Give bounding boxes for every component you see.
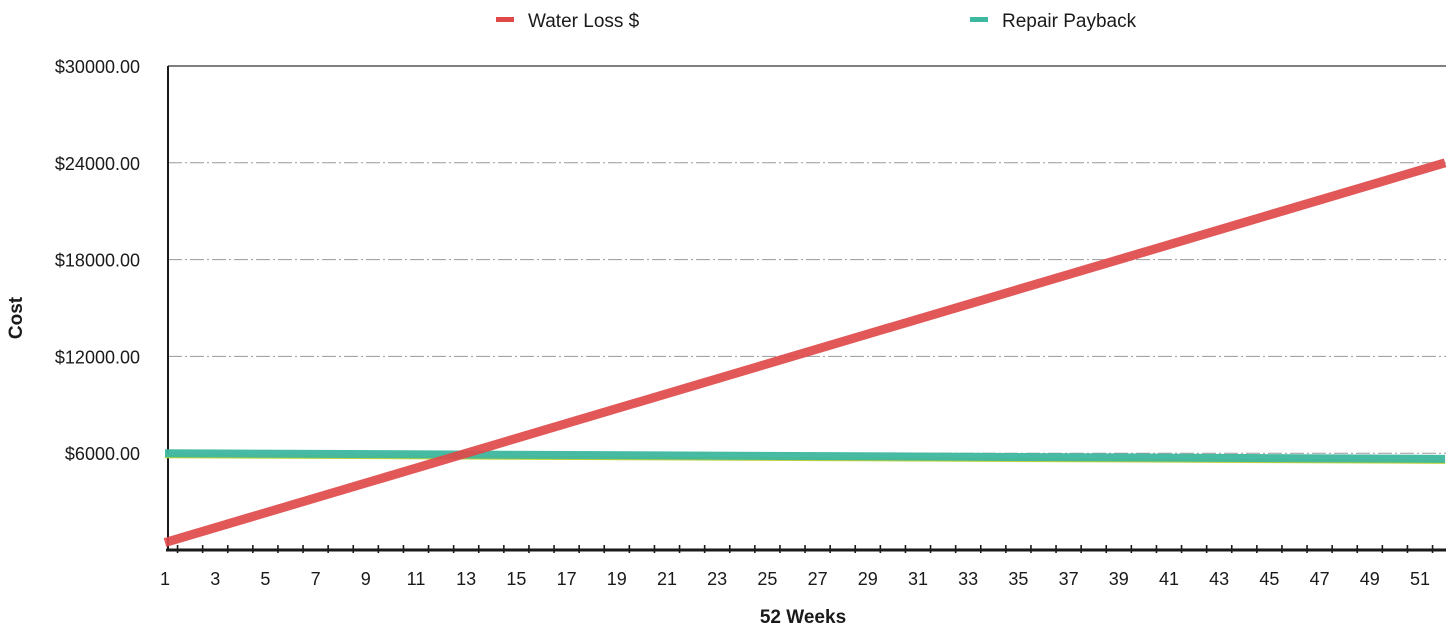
y-tick-label: $30000.00 (55, 57, 140, 77)
x-tick-label: 47 (1310, 569, 1330, 589)
x-tick-label: 21 (657, 569, 677, 589)
y-tick-label: $6000.00 (65, 444, 140, 464)
x-tick-label: 25 (757, 569, 777, 589)
x-tick-label: 9 (361, 569, 371, 589)
x-tick-label: 23 (707, 569, 727, 589)
axes (166, 66, 1446, 553)
legend-label: Repair Payback (1002, 11, 1137, 32)
x-tick-label: 33 (958, 569, 978, 589)
x-axis-title: 52 Weeks (760, 607, 846, 628)
x-tick-label: 37 (1059, 569, 1079, 589)
legend-swatch (970, 17, 988, 22)
x-tick-label: 29 (858, 569, 878, 589)
y-axis-title: Cost (6, 296, 27, 339)
x-tick-label: 17 (557, 569, 577, 589)
x-tick-label: 27 (808, 569, 828, 589)
x-tick-label: 45 (1259, 569, 1279, 589)
legend: Water Loss $ Repair Payback (496, 11, 1137, 32)
y-tick-label: $24000.00 (55, 154, 140, 174)
x-tick-label: 11 (407, 569, 426, 589)
x-tick-label: 31 (908, 569, 928, 589)
x-tick-label: 39 (1109, 569, 1129, 589)
series-line (164, 449, 1446, 463)
x-tick-label: 1 (160, 569, 170, 589)
x-tick-label: 7 (311, 569, 321, 589)
tick-labels: $6000.00 $12000.00 $18000.00 $24000.00 $3000… (55, 57, 1430, 589)
x-tick-label: 41 (1159, 569, 1179, 589)
x-tick-label: 19 (607, 569, 627, 589)
x-tick-label: 3 (210, 569, 220, 589)
y-tick-label: $12000.00 (55, 347, 140, 367)
x-tick-label: 13 (456, 569, 476, 589)
legend-swatch (496, 17, 514, 22)
series-lines (163, 158, 1447, 547)
grid-lines (168, 65, 1446, 454)
y-tick-label: $18000.00 (55, 251, 140, 271)
series-line (163, 158, 1447, 547)
x-tick-label: 15 (506, 569, 526, 589)
x-tick-label: 49 (1360, 569, 1380, 589)
x-tick-label: 51 (1410, 569, 1430, 589)
x-tick-label: 43 (1209, 569, 1229, 589)
legend-label: Water Loss $ (528, 11, 640, 32)
x-tick-label: 35 (1008, 569, 1028, 589)
x-tick-label: 5 (260, 569, 270, 589)
